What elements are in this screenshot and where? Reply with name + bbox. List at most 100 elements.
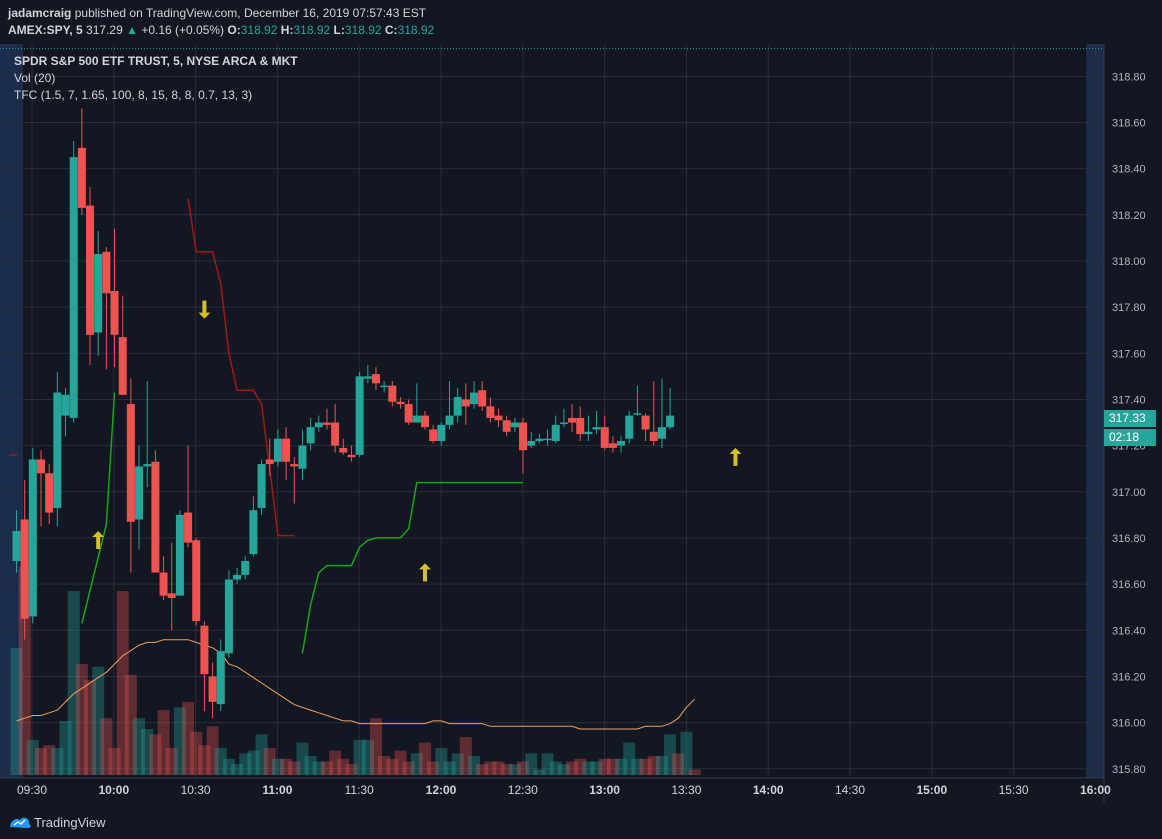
candle-body	[167, 593, 176, 598]
candle-body	[322, 422, 331, 425]
volume-bar	[116, 591, 129, 775]
volume-bar	[198, 745, 211, 775]
y-tick-label: 317.00	[1112, 487, 1146, 499]
y-tick-label: 318.60	[1112, 117, 1146, 129]
volume-bar	[623, 742, 636, 775]
x-tick-label: 14:30	[835, 783, 865, 797]
bar-countdown-tag: 02:18	[1104, 429, 1156, 446]
x-tick-label: 13:30	[671, 783, 701, 797]
candle-body	[657, 427, 666, 439]
volume-bar	[271, 758, 284, 775]
volume-bar	[484, 761, 497, 775]
volume-bar	[214, 747, 227, 775]
buy-signal-arrow-icon	[419, 563, 431, 582]
y-tick-label: 316.60	[1112, 579, 1146, 591]
candle-body	[249, 510, 258, 555]
candle-body	[200, 625, 209, 675]
candle-body	[649, 431, 658, 442]
volume-bar	[639, 758, 652, 775]
tradingview-brand[interactable]: TradingView	[34, 815, 106, 830]
volume-bar	[492, 761, 505, 775]
volume-bar	[590, 761, 603, 775]
volume-bar	[606, 758, 619, 775]
candle-body	[20, 519, 29, 619]
candle-body	[388, 385, 397, 402]
symbol-label[interactable]: AMEX:SPY, 5	[8, 23, 83, 37]
legend-tfc[interactable]: TFC (1.5, 7, 1.65, 100, 8, 15, 8, 8, 0.7…	[14, 88, 253, 102]
candle-body	[641, 415, 650, 430]
candle-body	[208, 676, 217, 702]
candle-body	[363, 376, 372, 379]
x-tick-label: 10:00	[98, 783, 129, 797]
candle-body	[192, 540, 201, 622]
footer: TradingView	[0, 803, 1162, 839]
candle-body	[494, 415, 503, 421]
volume-bar	[157, 710, 170, 775]
candle-body	[126, 404, 135, 522]
volume-bar	[165, 747, 178, 775]
volume-bar	[459, 737, 472, 775]
volume-bar	[557, 764, 570, 775]
volume-bar	[345, 764, 358, 775]
y-tick-label: 316.40	[1112, 625, 1146, 637]
x-tick-label: 16:00	[1080, 783, 1111, 797]
legend-title[interactable]: SPDR S&P 500 ETF TRUST, 5, NYSE ARCA & M…	[14, 54, 298, 68]
candle-body	[666, 415, 675, 428]
candle-body	[45, 473, 54, 513]
change-up-icon: ▲	[126, 23, 138, 37]
volume-bar	[410, 753, 423, 775]
volume-bar	[67, 591, 80, 775]
candle-body	[510, 422, 519, 428]
volume-bar	[386, 758, 399, 775]
candle-body	[355, 376, 364, 455]
candle-body	[102, 251, 111, 294]
y-tick-label: 316.80	[1112, 533, 1146, 545]
volume-bar	[10, 647, 23, 775]
last-price: 317.29	[86, 23, 123, 37]
volume-bar	[84, 680, 97, 775]
volume-bar	[378, 756, 391, 775]
trail-line-down	[187, 198, 295, 537]
volume-bar	[615, 758, 628, 775]
volume-bar	[108, 747, 121, 775]
candle-body	[282, 438, 291, 462]
buy-signal-arrow-icon	[92, 531, 105, 550]
x-tick-label: 11:00	[262, 783, 292, 797]
candle-body	[135, 466, 144, 520]
candle-body	[69, 157, 78, 418]
volume-bar	[427, 761, 440, 775]
open-value: 318.92	[240, 23, 278, 37]
candle-body	[543, 438, 552, 441]
y-tick-label: 318.20	[1112, 210, 1146, 222]
legend-volume[interactable]: Vol (20)	[14, 71, 56, 85]
y-tick-label: 318.40	[1112, 164, 1146, 176]
candle-body	[12, 531, 21, 562]
volume-bar	[92, 666, 105, 775]
volume-bar	[51, 747, 64, 775]
volume-bar	[222, 758, 235, 775]
volume-bar	[500, 764, 513, 775]
y-tick-label: 317.40	[1112, 394, 1146, 406]
x-tick-label: 09:30	[17, 783, 47, 797]
price-change: +0.16 (+0.05%)	[141, 23, 225, 37]
y-tick-label: 315.80	[1112, 764, 1146, 776]
y-tick-label: 317.80	[1112, 302, 1146, 314]
volume-bar	[574, 758, 587, 775]
volume-bar	[173, 707, 186, 775]
open-label: O:	[227, 23, 241, 37]
price-chart[interactable]: 318.80 318.60 318.40 318.20 318.00 317.80 317.…	[0, 0, 1162, 803]
candle-body	[28, 459, 37, 617]
volume-bar	[312, 761, 325, 775]
volume-bar	[296, 742, 309, 775]
publisher-name[interactable]: jadamcraig	[8, 6, 72, 20]
high-value: 318.92	[293, 23, 331, 37]
candle-body	[61, 394, 70, 416]
volume-bar	[680, 731, 693, 775]
volume-bar	[247, 750, 260, 775]
volume-bar	[419, 742, 431, 775]
volume-bar	[59, 720, 72, 775]
volume-bar	[541, 753, 554, 775]
candle-body	[453, 397, 462, 416]
candle-body	[502, 420, 511, 432]
y-tick-label: 318.80	[1112, 71, 1146, 83]
